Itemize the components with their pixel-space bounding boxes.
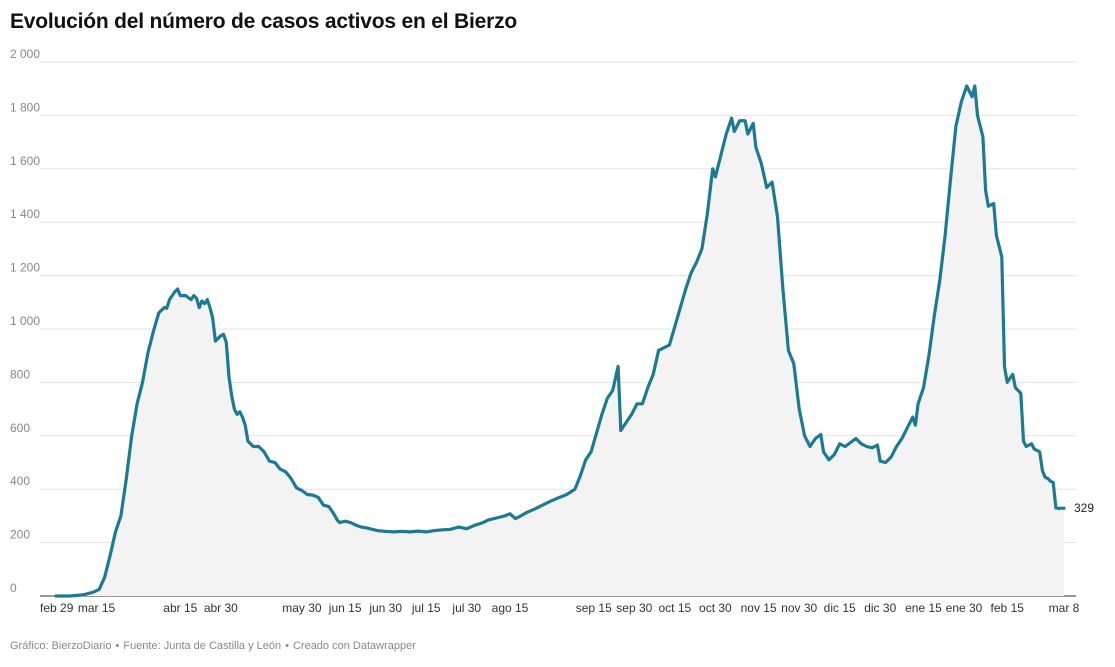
x-tick-label: dic 30	[864, 601, 896, 615]
x-tick-label: abr 30	[204, 601, 238, 615]
x-axis: feb 29 mar 15 abr 15 abr 30 may 30 jun 15 jun …	[40, 601, 1080, 615]
y-tick-label: 1 800	[10, 100, 40, 114]
y-tick-label: 600	[10, 421, 30, 435]
y-axis: 0 200 400 600 800 1 000 1 200 1 400 1 600 1 800 2 …	[10, 47, 40, 595]
footer-separator: •	[285, 640, 289, 652]
x-tick-label: feb 29	[40, 601, 74, 615]
y-tick-label: 0	[10, 581, 17, 595]
y-tick-label: 800	[10, 367, 30, 381]
x-tick-label: ene 15	[905, 601, 942, 615]
x-tick-label: sep 15	[576, 601, 612, 615]
x-tick-label: ene 30	[946, 601, 983, 615]
x-tick-label: jun 30	[368, 601, 402, 615]
x-tick-label: may 30	[282, 601, 322, 615]
x-tick-label: jun 15	[328, 601, 362, 615]
area-fill-layer	[56, 86, 1064, 596]
x-tick-label: oct 30	[699, 601, 732, 615]
credit-chart: Gráfico: BierzoDiario	[10, 640, 112, 652]
series-area	[56, 86, 1064, 596]
x-tick-label: ago 15	[492, 601, 529, 615]
y-tick-label: 1 400	[10, 207, 40, 221]
credit-source: Fuente: Junta de Castilla y León	[123, 640, 282, 652]
x-tick-label: mar 15	[78, 601, 116, 615]
x-tick-label: mar 8	[1049, 601, 1080, 615]
series-line	[54, 84, 1066, 598]
last-value-label: 329	[1074, 501, 1094, 515]
x-tick-label: sep 30	[616, 601, 652, 615]
y-tick-label: 2 000	[10, 47, 40, 61]
x-tick-label: dic 15	[824, 601, 856, 615]
footer-separator: •	[115, 640, 120, 652]
y-tick-label: 200	[10, 528, 30, 542]
chart-title: Evolución del número de casos activos en…	[10, 10, 517, 33]
x-tick-label: nov 15	[741, 601, 777, 615]
x-tick-label: jul 15	[411, 601, 441, 615]
y-tick-label: 1 200	[10, 261, 40, 275]
y-tick-label: 400	[10, 474, 30, 488]
y-tick-label: 1 600	[10, 154, 40, 168]
credit-tool: Creado con Datawrapper	[292, 640, 416, 652]
footer-credits: Gráfico: BierzoDiario • Fuente: Junta de C…	[10, 640, 416, 652]
series-line-layer	[54, 84, 1066, 598]
x-tick-label: feb 15	[991, 601, 1025, 615]
x-tick-label: abr 15	[163, 601, 197, 615]
x-tick-label: nov 30	[781, 601, 817, 615]
y-tick-label: 1 000	[10, 314, 40, 328]
value-labels: 329	[1074, 501, 1094, 515]
x-tick-label: oct 15	[659, 601, 692, 615]
x-tick-label: jul 30	[451, 601, 481, 615]
